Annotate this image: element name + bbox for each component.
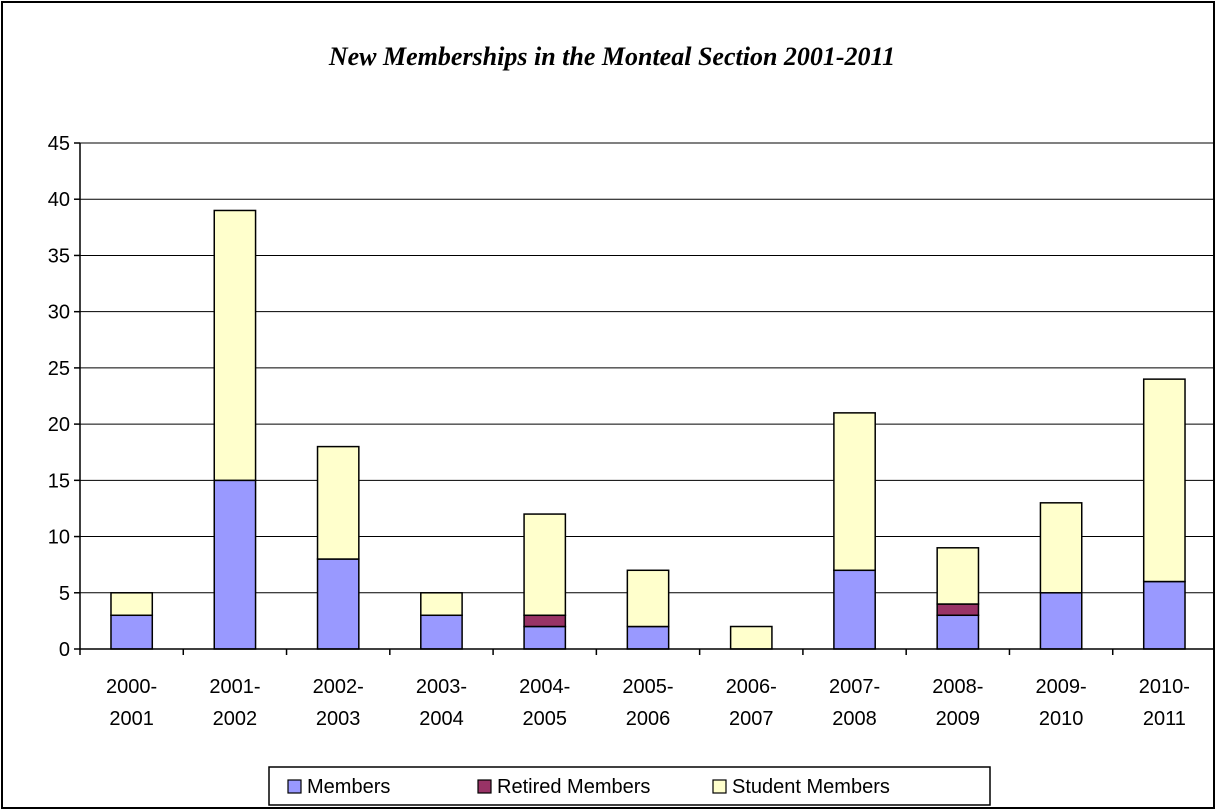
bar-student-members xyxy=(626,569,670,628)
x-tick-label: 2004 xyxy=(419,708,464,730)
x-tick-label: 2011 xyxy=(1143,708,1186,730)
bar-student-members xyxy=(110,592,154,617)
x-tick-label: 2006 xyxy=(626,708,671,730)
x-tick-label: 2001 xyxy=(109,708,154,730)
x-tick-label: 2003- xyxy=(416,676,467,698)
bar-student-members xyxy=(213,209,257,482)
y-tick-label: 35 xyxy=(48,245,70,267)
y-tick-label: 0 xyxy=(59,639,70,661)
y-tick-label: 20 xyxy=(48,414,70,436)
x-tick-label: 2002 xyxy=(213,708,258,730)
bar-members xyxy=(1142,580,1186,650)
x-tick-label: 2004- xyxy=(519,676,570,698)
y-tick-label: 10 xyxy=(48,527,70,549)
axes xyxy=(74,142,1215,655)
x-tick-label: 2006- xyxy=(726,676,777,698)
chart-title: New Memberships in the Monteal Section 2… xyxy=(328,42,895,71)
legend-label: Retired Members xyxy=(497,776,650,798)
x-tick-label: 2009 xyxy=(936,708,981,730)
bar-student-members xyxy=(936,547,980,605)
bar-members xyxy=(213,479,257,650)
y-tick-label: 40 xyxy=(48,189,70,211)
bar-members xyxy=(523,625,567,650)
bar-student-members xyxy=(729,625,773,650)
bar-members xyxy=(936,614,980,650)
x-tick-label: 2005 xyxy=(522,708,567,730)
legend-swatch xyxy=(287,779,302,794)
x-tick-label: 2010- xyxy=(1139,676,1190,698)
bar-members xyxy=(316,558,360,650)
y-tick-labels: 0 5 10 15 20 25 30 35 40 45 xyxy=(48,133,70,661)
bar-members xyxy=(626,625,670,650)
chart-svg: New Memberships in the Monteal Section 2… xyxy=(48,42,1215,806)
bar-student-members xyxy=(523,513,567,617)
x-tick-label: 2001- xyxy=(209,676,260,698)
x-tick-label: 2003 xyxy=(316,708,361,730)
bar-retired-members xyxy=(936,603,980,617)
bar-student-members xyxy=(1142,378,1186,583)
bars xyxy=(110,209,1186,650)
x-tick-label: 2007- xyxy=(829,676,880,698)
legend: Members Retired Members Student Members xyxy=(268,766,991,806)
bar-student-members xyxy=(1039,502,1083,594)
bar-student-members xyxy=(420,592,463,617)
bar-members xyxy=(1039,592,1083,650)
bar-members xyxy=(833,569,876,650)
y-tick-label: 45 xyxy=(48,133,70,155)
x-tick-label: 2008 xyxy=(832,708,877,730)
bar-members xyxy=(110,614,154,650)
y-tick-label: 5 xyxy=(59,583,70,605)
x-tick-label: 2002- xyxy=(313,676,364,698)
x-tick-label: 2008- xyxy=(932,676,983,698)
x-tick-labels: 2000- 2001 2001- 2002 2002- 2003 2003- 2004 2004… xyxy=(106,676,1190,730)
bar-retired-members xyxy=(523,614,567,628)
x-tick-label: 2000- xyxy=(106,676,157,698)
legend-box xyxy=(268,766,991,806)
legend-swatch xyxy=(712,779,727,794)
legend-label: Student Members xyxy=(732,776,890,798)
x-tick-label: 2010 xyxy=(1039,708,1084,730)
grid-lines xyxy=(80,142,1215,594)
y-tick-label: 25 xyxy=(48,358,70,380)
x-tick-label: 2007 xyxy=(729,708,774,730)
bar-student-members xyxy=(316,445,360,560)
legend-label: Members xyxy=(307,776,390,798)
y-tick-label: 15 xyxy=(48,470,70,492)
x-tick-label: 2005- xyxy=(622,676,673,698)
legend-swatch xyxy=(477,779,492,794)
y-tick-label: 30 xyxy=(48,302,70,324)
x-tick-label: 2009- xyxy=(1036,676,1087,698)
bar-student-members xyxy=(833,412,876,572)
bar-members xyxy=(420,614,463,650)
